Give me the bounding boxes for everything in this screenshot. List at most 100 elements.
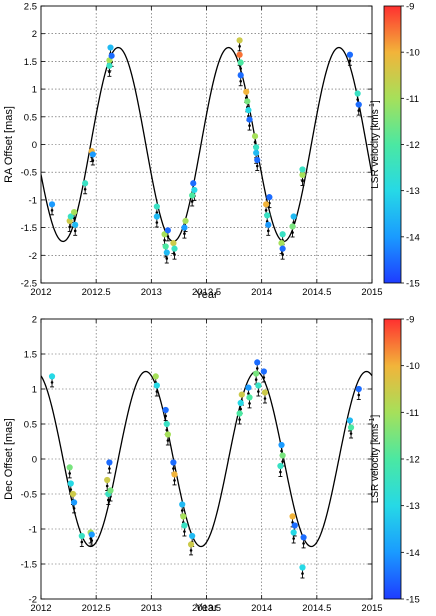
x-tick-label: 2013 [141, 287, 162, 298]
data-point [164, 431, 171, 438]
data-point [171, 245, 178, 252]
data-point [153, 203, 160, 210]
data-point [189, 532, 196, 540]
data-point [299, 166, 306, 173]
data-point [107, 487, 114, 494]
y-tick-label: -2 [29, 595, 37, 606]
error-bar-center [166, 439, 170, 442]
chart-panel-2: 2012 2012.5 2013 2013.5 2014 2014.5 2015 -2 -1.5… [3, 315, 383, 615]
y-tick-label: -1 [29, 525, 37, 536]
data-point [246, 394, 253, 401]
data-point [346, 417, 354, 424]
colorbar-gradient-rect [383, 318, 402, 600]
error-bar-center [165, 257, 169, 260]
error-bar-center [155, 390, 159, 393]
error-bar-center [292, 221, 295, 224]
error-bar-center [173, 253, 176, 256]
error-bar-center [164, 414, 167, 418]
data-point [251, 133, 259, 140]
data-point [299, 564, 306, 571]
data-point [289, 513, 296, 520]
data-point [78, 532, 85, 540]
data-point [278, 240, 285, 247]
colorbar-tick-label: -12 [406, 140, 420, 151]
data-point [264, 212, 271, 219]
error-bar-center [189, 549, 193, 552]
error-bar-center [180, 509, 184, 512]
colorbar-tick-label: -11 [406, 94, 419, 105]
error-bar-center [183, 530, 186, 533]
y-tick-label: 2 [32, 29, 37, 40]
data-point [66, 464, 73, 471]
data-point [181, 522, 188, 529]
y-tick-label: 2 [32, 315, 37, 326]
error-bar-center [108, 467, 111, 470]
error-bar-center [238, 45, 241, 48]
x-tick-label: 2014 [251, 287, 272, 298]
data-point [67, 213, 74, 220]
colorbar-tick-label: -9 [406, 2, 414, 13]
data-point [245, 384, 252, 391]
y-tick-label: 0.5 [24, 112, 37, 123]
y-tick-label: 1 [32, 85, 37, 96]
error-bar-center [89, 537, 92, 540]
data-point [289, 223, 296, 230]
x-tick-label: 2013.5 [192, 603, 221, 614]
data-point [88, 531, 95, 538]
y-tick-label: -1.5 [21, 223, 37, 234]
data-point [260, 368, 267, 375]
x-tick-label: 2012.5 [82, 287, 111, 298]
error-bar-center [183, 232, 186, 235]
error-bar-center [257, 390, 260, 393]
error-bar-center [172, 467, 175, 470]
data-point [106, 62, 113, 69]
error-bar-center [255, 164, 259, 168]
error-bar-center [90, 539, 94, 542]
data-layer [41, 359, 372, 579]
error-bar-center [280, 449, 283, 453]
data-point [279, 245, 286, 252]
colorbar-title: LSR velocity [kms-1] [369, 100, 381, 189]
data-point [180, 513, 187, 520]
data-point [254, 359, 261, 366]
data-layer [41, 37, 372, 264]
y-tick-label: 0.5 [24, 420, 37, 431]
error-bar-center [349, 432, 353, 435]
y-axis-title: Dec Offset [mas] [3, 418, 15, 500]
y-tick-label: -0.5 [21, 168, 37, 179]
data-point [236, 51, 243, 58]
error-bar-center [83, 187, 87, 191]
error-bar-center [302, 542, 305, 545]
data-point [278, 441, 285, 449]
data-point [236, 37, 243, 44]
y-tick-label: -0.5 [21, 490, 37, 501]
data-point [163, 249, 170, 256]
data-point [290, 213, 297, 220]
error-bar-center [281, 253, 284, 256]
error-bar-center [292, 537, 295, 540]
data-point [67, 480, 74, 487]
data-point [354, 90, 361, 97]
error-bar-center [108, 70, 111, 74]
data-point [243, 88, 250, 95]
data-point [181, 224, 188, 231]
x-tick-label: 2012 [30, 287, 51, 298]
x-tick-label: 2012.5 [82, 603, 111, 614]
data-point [290, 529, 297, 536]
error-bar-center [266, 229, 270, 233]
x-axis-title: Year [195, 602, 218, 614]
error-bar-center [291, 231, 294, 234]
error-bar-center [239, 407, 243, 411]
data-point [48, 201, 56, 208]
data-point [355, 101, 362, 108]
error-bar-center [357, 393, 361, 397]
y-tick-label: 0 [32, 140, 37, 151]
data-point [279, 231, 286, 238]
error-bar-center [248, 402, 251, 405]
error-bar-center [253, 140, 257, 144]
y-tick-label: 1 [32, 385, 37, 396]
data-point [253, 370, 260, 377]
data-point [299, 171, 306, 179]
data-point [244, 98, 251, 105]
